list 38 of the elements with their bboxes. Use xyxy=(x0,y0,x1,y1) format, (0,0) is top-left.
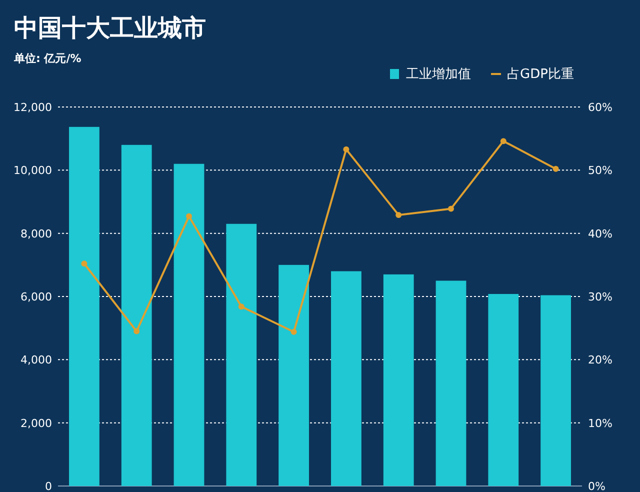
point xyxy=(238,304,244,310)
bar xyxy=(69,126,100,486)
point xyxy=(290,328,297,335)
y-tick-label: 12,000 xyxy=(14,101,52,114)
y-tick-label: 8,000 xyxy=(20,227,52,240)
point xyxy=(500,138,506,144)
chart-subtitle: 单位: 亿元/% xyxy=(13,52,82,65)
y-tick-label: 0 xyxy=(45,480,52,492)
point xyxy=(396,212,402,218)
y2-tick-label: 40% xyxy=(588,227,612,240)
legend-label: 占GDP比重 xyxy=(507,67,574,82)
bar xyxy=(383,274,414,486)
bar xyxy=(278,264,309,486)
y2-tick-label: 10% xyxy=(588,416,612,430)
bar xyxy=(121,144,152,486)
bar xyxy=(540,295,571,486)
y2-tick-label: 60% xyxy=(588,101,612,114)
y-tick-label: 10,000 xyxy=(14,164,52,178)
y-tick-label: 2,000 xyxy=(20,416,52,430)
y2-tick-label: 30% xyxy=(588,290,612,304)
y2-tick-label: 0% xyxy=(588,480,606,492)
point xyxy=(448,206,454,212)
point xyxy=(552,166,559,172)
bar xyxy=(331,271,362,486)
point xyxy=(81,260,88,267)
bar xyxy=(488,294,519,486)
point xyxy=(343,146,350,152)
point xyxy=(186,213,192,220)
bar xyxy=(226,224,257,486)
y2-tick-label: 20% xyxy=(588,354,612,367)
bar xyxy=(174,164,204,486)
bar xyxy=(436,280,466,486)
y-tick-label: 4,000 xyxy=(20,354,52,367)
chart-title: 中国十大工业城市 xyxy=(14,14,206,42)
y2-tick-label: 50% xyxy=(588,164,612,178)
y-tick-label: 6,000 xyxy=(20,290,52,304)
legend-label: 工业增加值 xyxy=(406,67,471,82)
point xyxy=(134,328,140,334)
